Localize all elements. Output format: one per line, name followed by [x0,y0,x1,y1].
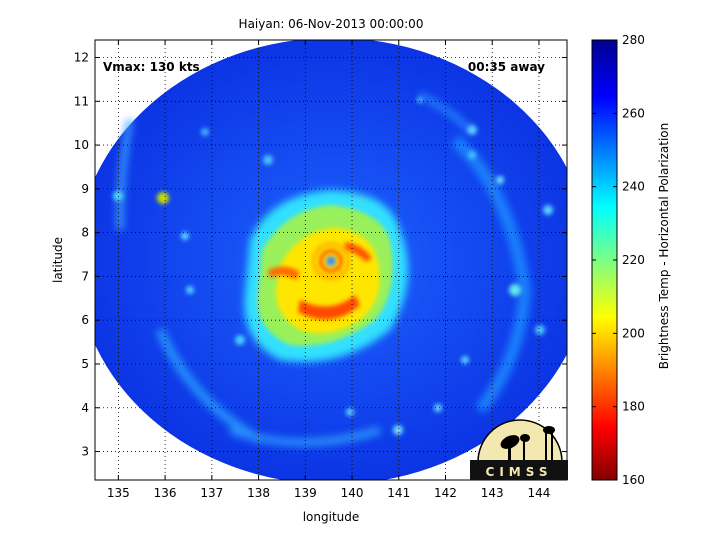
plot-frame [94,39,568,481]
colorbar-label: Brightness Temp - Horizontal Polarizatio… [657,123,671,370]
y-tick-label: 3 [81,445,89,459]
logo-text: CIMSS [486,465,553,479]
y-tick-label: 11 [74,94,89,108]
colorbar-tick-label: 160 [622,473,645,487]
outer-rainbands [116,92,532,447]
cimss-logo: CIMSS [470,419,568,480]
storm-eye [312,242,350,281]
logo-banner [470,460,568,480]
x-tick-label: 141 [387,486,410,500]
y-tick-label: 10 [74,138,89,152]
water-tower-icon [543,426,555,460]
y-axis-ticks: 3 4 5 6 7 8 9 10 11 12 [74,51,567,459]
plot-area: 135 136 137 138 139 140 141 142 143 144 3 4 5 6 7 8 9 10… [74,39,568,500]
grid-lines [95,40,567,480]
y-tick-label: 9 [81,182,89,196]
colorbar-tick-label: 280 [622,33,645,47]
x-tick-label: 142 [434,486,457,500]
x-axis-label: longitude [303,510,360,524]
x-tick-label: 137 [200,486,223,500]
y-tick-label: 6 [81,313,89,327]
x-tick-label: 139 [294,486,317,500]
y-tick-label: 12 [74,51,89,65]
x-tick-label: 144 [528,486,551,500]
x-tick-label: 135 [107,486,130,500]
x-tick-label: 138 [247,486,270,500]
y-tick-label: 5 [81,357,89,371]
colorbar-tick-label: 240 [622,180,645,194]
y-tick-label: 7 [81,269,89,283]
vmax-annotation: Vmax: 130 kts [103,60,200,74]
x-tick-label: 136 [154,486,177,500]
y-tick-label: 4 [81,401,89,415]
chart-title: Haiyan: 06-Nov-2013 00:00:00 [239,17,424,31]
colorbar-tick-label: 180 [622,400,645,414]
colorbar-tick-label: 200 [622,326,645,340]
y-tick-label: 8 [81,226,89,240]
x-tick-label: 140 [341,486,364,500]
colorbar-gradient [591,39,618,481]
colorbar: 160 180 200 220 240 260 280 Brightness Temp - … [591,33,671,487]
colorbar-tick-label: 260 [622,106,645,120]
satellite-dish-icon [500,434,530,460]
x-tick-label: 143 [481,486,504,500]
y-axis-label: latitude [51,237,65,283]
colorbar-ticks: 160 180 200 220 240 260 280 [592,33,645,487]
colorbar-tick-label: 220 [622,253,645,267]
time-away-annotation: 00:35 away [468,60,545,74]
x-axis-ticks: 135 136 137 138 139 140 141 142 143 144 [107,40,551,500]
